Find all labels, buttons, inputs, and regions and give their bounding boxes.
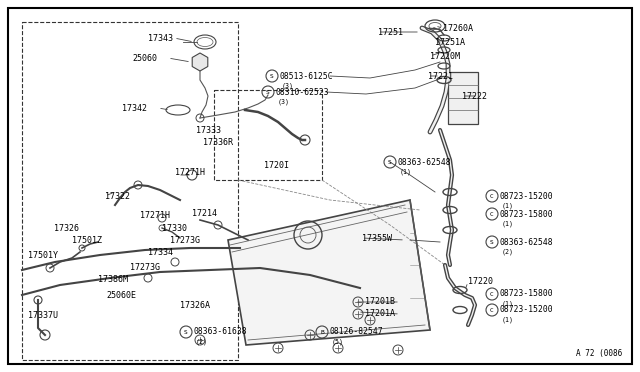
Text: 08310-62523: 08310-62523 [276, 87, 330, 96]
Text: 17201B: 17201B [365, 298, 395, 307]
Text: 17271H: 17271H [175, 167, 205, 176]
Text: 17221: 17221 [428, 71, 453, 80]
Text: 08513-6125C: 08513-6125C [280, 71, 333, 80]
Text: S: S [388, 160, 392, 164]
Text: (5): (5) [332, 339, 344, 345]
Text: 08363-61638: 08363-61638 [194, 327, 248, 337]
Text: (2): (2) [196, 339, 208, 345]
Text: 17334: 17334 [148, 247, 173, 257]
Text: 17214: 17214 [192, 208, 217, 218]
Text: 08723-15800: 08723-15800 [500, 289, 554, 298]
Bar [448, 72, 478, 124]
Text: (3): (3) [282, 83, 294, 89]
Text: 17336R: 17336R [203, 138, 233, 147]
Bar [214, 90, 322, 180]
Text: 17273G: 17273G [170, 235, 200, 244]
Text: 08363-62548: 08363-62548 [500, 237, 554, 247]
Text: 17337U: 17337U [28, 311, 58, 320]
Text: A 72 (0086: A 72 (0086 [576, 349, 622, 358]
Text: 17343: 17343 [148, 33, 173, 42]
Text: 17322: 17322 [105, 192, 130, 201]
Text: (1): (1) [502, 317, 514, 323]
Text: S: S [270, 74, 274, 78]
Text: 17501Z: 17501Z [72, 235, 102, 244]
Text: 17333: 17333 [196, 125, 221, 135]
Text: C: C [490, 212, 494, 217]
Text: 1720I: 1720I [264, 160, 289, 170]
Text: 08723-15200: 08723-15200 [500, 305, 554, 314]
Text: (1): (1) [502, 203, 514, 209]
Text: (2): (2) [502, 249, 514, 255]
Text: 17342: 17342 [122, 103, 147, 112]
Polygon shape [192, 53, 208, 71]
Text: 17330: 17330 [162, 224, 187, 232]
Text: 17220: 17220 [468, 278, 493, 286]
Text: 17220M: 17220M [430, 51, 460, 61]
Text: 17355W: 17355W [362, 234, 392, 243]
Polygon shape [228, 200, 430, 345]
Text: (1): (1) [502, 301, 514, 307]
Text: C: C [490, 308, 494, 312]
Text: S: S [184, 330, 188, 334]
Text: 17326: 17326 [54, 224, 79, 232]
Text: 08723-15200: 08723-15200 [500, 192, 554, 201]
Text: (1): (1) [502, 221, 514, 227]
Text: 17326A: 17326A [180, 301, 210, 310]
Text: S: S [490, 240, 494, 244]
Text: 17386M: 17386M [98, 276, 128, 285]
Text: 17260A: 17260A [443, 23, 473, 32]
Text: 17201A: 17201A [365, 310, 395, 318]
Text: C: C [490, 292, 494, 296]
Text: 25060E: 25060E [106, 291, 136, 299]
Text: S: S [266, 90, 270, 94]
Text: 17251A: 17251A [435, 38, 465, 46]
Text: 25060: 25060 [132, 54, 157, 62]
Text: 17222: 17222 [462, 92, 487, 100]
Text: C: C [490, 193, 494, 199]
Bar [22, 22, 238, 360]
Text: 17271H: 17271H [140, 211, 170, 219]
Text: 17251: 17251 [378, 28, 403, 36]
Text: 08363-62548: 08363-62548 [398, 157, 452, 167]
Text: (1): (1) [400, 169, 412, 175]
Text: (3): (3) [278, 99, 290, 105]
Text: 08126-82547: 08126-82547 [330, 327, 383, 337]
Text: 17501Y: 17501Y [28, 250, 58, 260]
Text: 08723-15800: 08723-15800 [500, 209, 554, 218]
Text: 17273G: 17273G [130, 263, 160, 273]
Text: B: B [320, 330, 324, 334]
